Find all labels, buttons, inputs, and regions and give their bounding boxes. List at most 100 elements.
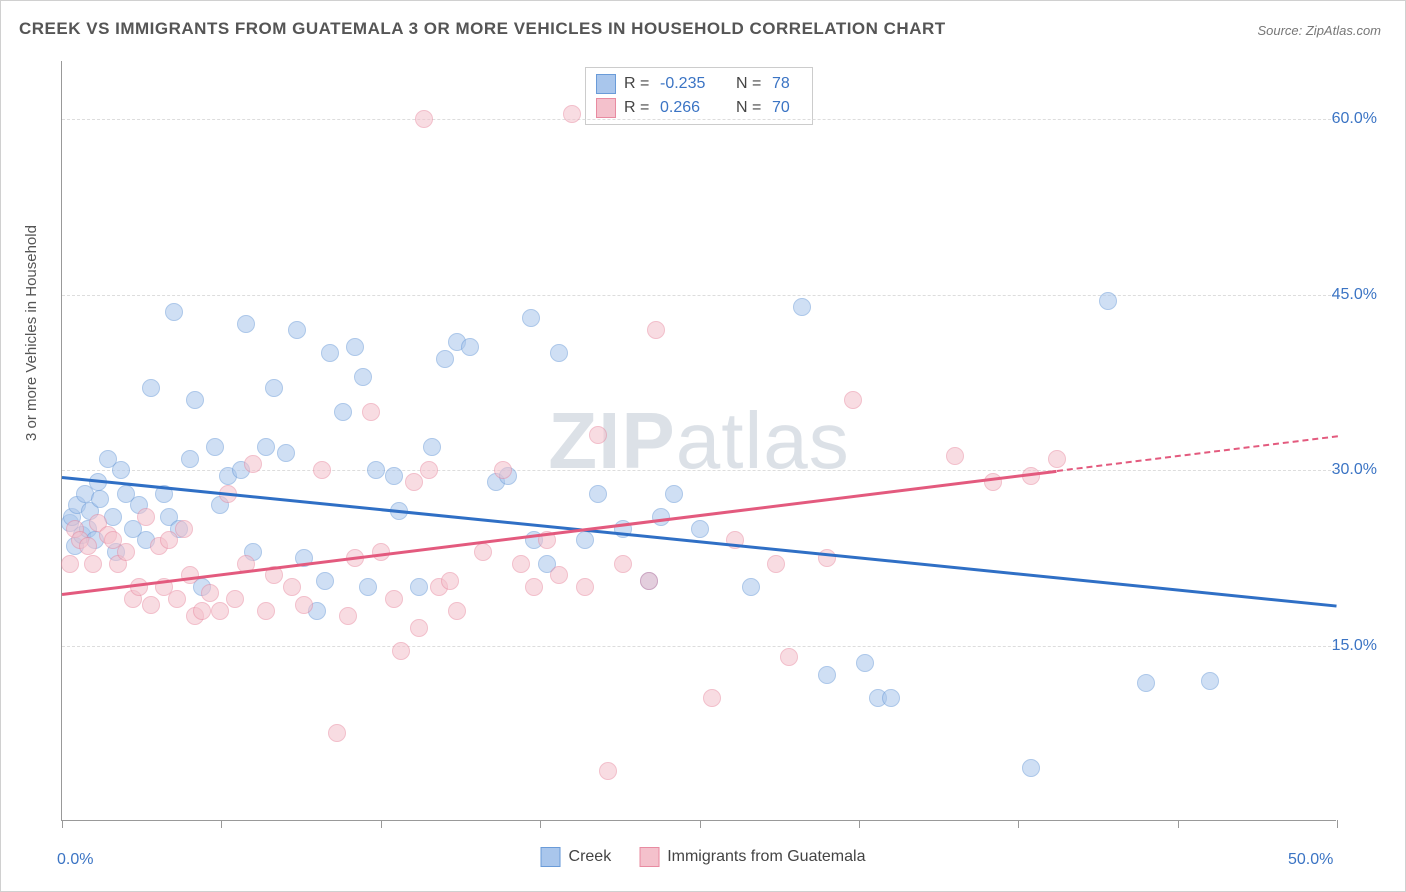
y-tick-label: 15.0% xyxy=(1332,637,1377,655)
data-point xyxy=(550,344,568,362)
x-tick-mark xyxy=(381,820,382,828)
data-point xyxy=(186,391,204,409)
data-point xyxy=(647,321,665,339)
data-point xyxy=(392,642,410,660)
x-tick-mark xyxy=(859,820,860,828)
data-point xyxy=(165,303,183,321)
data-point xyxy=(201,584,219,602)
legend-r-value: 0.266 xyxy=(660,99,728,117)
legend-r-label: R = xyxy=(624,75,652,93)
data-point xyxy=(589,485,607,503)
data-point xyxy=(589,426,607,444)
gridline xyxy=(62,646,1336,647)
data-point xyxy=(316,572,334,590)
data-point xyxy=(436,350,454,368)
data-point xyxy=(474,543,492,561)
plot-area: ZIPatlas R =-0.235N =78R =0.266N =70 xyxy=(61,61,1336,821)
data-point xyxy=(244,455,262,473)
data-point xyxy=(742,578,760,596)
y-tick-label: 60.0% xyxy=(1332,110,1377,128)
data-point xyxy=(130,578,148,596)
data-point xyxy=(405,473,423,491)
legend-swatch xyxy=(541,847,561,867)
x-tick-mark xyxy=(62,820,63,828)
legend-swatch xyxy=(596,74,616,94)
data-point xyxy=(410,578,428,596)
data-point xyxy=(237,315,255,333)
data-point xyxy=(946,447,964,465)
y-axis-label: 3 or more Vehicles in Household xyxy=(23,225,40,441)
data-point xyxy=(257,602,275,620)
data-point xyxy=(576,531,594,549)
data-point xyxy=(614,555,632,573)
data-point xyxy=(328,724,346,742)
data-point xyxy=(818,666,836,684)
data-point xyxy=(494,461,512,479)
data-point xyxy=(410,619,428,637)
data-point xyxy=(385,467,403,485)
legend-r-value: -0.235 xyxy=(660,75,728,93)
data-point xyxy=(84,555,102,573)
data-point xyxy=(117,543,135,561)
data-point xyxy=(550,566,568,584)
data-point xyxy=(168,590,186,608)
data-point xyxy=(423,438,441,456)
data-point xyxy=(844,391,862,409)
legend-swatch xyxy=(639,847,659,867)
data-point xyxy=(1022,759,1040,777)
data-point xyxy=(211,602,229,620)
data-point xyxy=(1048,450,1066,468)
data-point xyxy=(599,762,617,780)
data-point xyxy=(313,461,331,479)
data-point xyxy=(79,537,97,555)
data-point xyxy=(175,520,193,538)
data-point xyxy=(767,555,785,573)
data-point xyxy=(576,578,594,596)
data-point xyxy=(334,403,352,421)
data-point xyxy=(181,450,199,468)
legend-n-label: N = xyxy=(736,99,764,117)
data-point xyxy=(160,531,178,549)
data-point xyxy=(257,438,275,456)
data-point xyxy=(856,654,874,672)
data-point xyxy=(525,578,543,596)
data-point xyxy=(448,602,466,620)
data-point xyxy=(367,461,385,479)
data-point xyxy=(354,368,372,386)
data-point xyxy=(1099,292,1117,310)
legend-series: Creek Immigrants from Guatemala xyxy=(541,847,866,867)
data-point xyxy=(61,555,79,573)
x-tick-mark xyxy=(700,820,701,828)
data-point xyxy=(91,490,109,508)
data-point xyxy=(104,508,122,526)
data-point xyxy=(295,596,313,614)
legend-swatch xyxy=(596,98,616,118)
data-point xyxy=(512,555,530,573)
y-tick-label: 30.0% xyxy=(1332,461,1377,479)
legend-n-value: 70 xyxy=(772,99,802,117)
data-point xyxy=(142,596,160,614)
legend-item: Creek xyxy=(541,847,612,867)
chart-container: CREEK VS IMMIGRANTS FROM GUATEMALA 3 OR … xyxy=(0,0,1406,892)
data-point xyxy=(984,473,1002,491)
gridline xyxy=(62,295,1336,296)
data-point xyxy=(359,578,377,596)
legend-row: R = 0.266 N = 70 xyxy=(596,96,802,120)
data-point xyxy=(137,508,155,526)
data-point xyxy=(882,689,900,707)
data-point xyxy=(1201,672,1219,690)
chart-title: CREEK VS IMMIGRANTS FROM GUATEMALA 3 OR … xyxy=(19,19,946,39)
data-point xyxy=(362,403,380,421)
x-tick-mark xyxy=(1337,820,1338,828)
legend-label: Creek xyxy=(569,848,612,866)
data-point xyxy=(691,520,709,538)
data-point xyxy=(265,379,283,397)
data-point xyxy=(703,689,721,707)
trend-line xyxy=(1056,435,1337,472)
x-tick-label: 0.0% xyxy=(57,851,93,869)
data-point xyxy=(441,572,459,590)
legend-r-label: R = xyxy=(624,99,652,117)
legend-label: Immigrants from Guatemala xyxy=(667,848,865,866)
data-point xyxy=(522,309,540,327)
x-tick-mark xyxy=(1018,820,1019,828)
